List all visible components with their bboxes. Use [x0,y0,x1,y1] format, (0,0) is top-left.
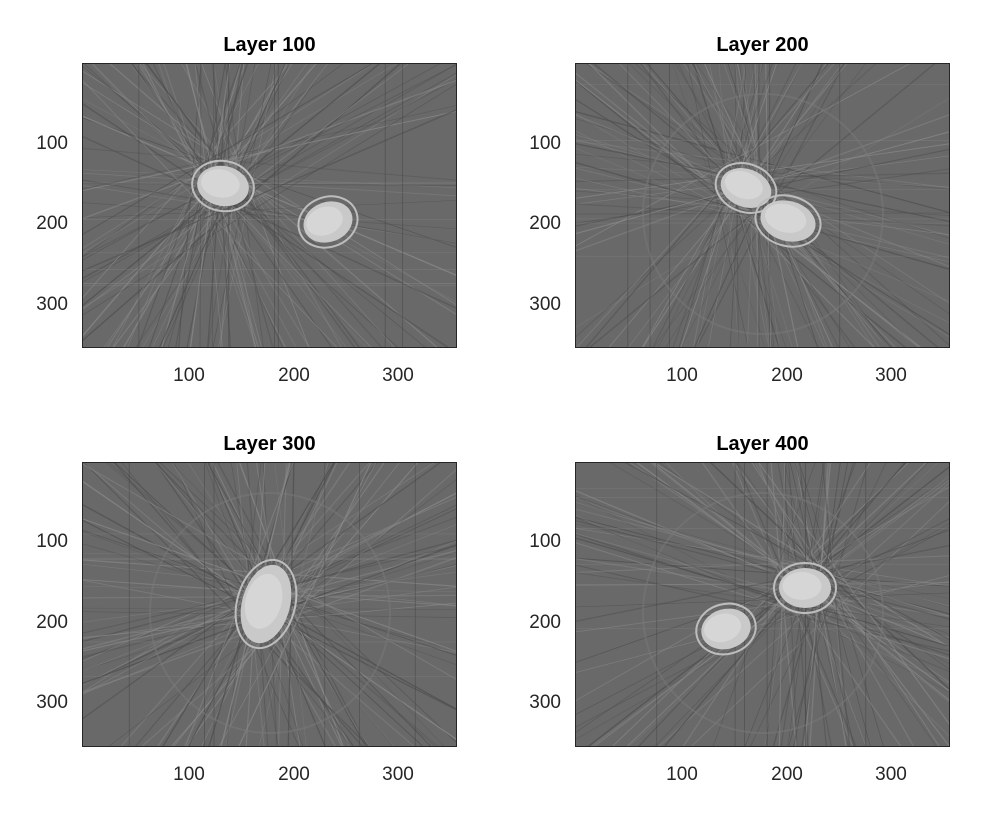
x-tick-label: 100 [173,764,205,785]
ct-slice-image [575,462,950,747]
x-tick-label: 200 [771,365,803,386]
x-tick-label: 300 [382,764,414,785]
y-tick-label: 300 [529,294,561,315]
y-tick-label: 200 [36,213,68,234]
y-tick-label: 300 [529,692,561,713]
x-tick-label: 100 [666,764,698,785]
y-tick-label: 100 [529,531,561,552]
ct-slice-image [82,462,457,747]
panel-title: Layer 100 [223,34,316,56]
y-tick-label: 300 [36,692,68,713]
x-tick-label: 200 [771,764,803,785]
y-tick-label: 200 [529,612,561,633]
y-tick-label: 300 [36,294,68,315]
x-tick-label: 200 [278,365,310,386]
y-tick-label: 200 [529,213,561,234]
panel-title: Layer 400 [716,433,809,455]
panel-title: Layer 200 [716,34,809,56]
x-tick-label: 100 [173,365,205,386]
panel-layer-100: Layer 100 100 200 300 100 200 300 [0,0,500,400]
y-tick-label: 100 [529,133,561,154]
x-tick-label: 300 [875,764,907,785]
y-tick-label: 100 [36,531,68,552]
y-tick-label: 100 [36,133,68,154]
x-tick-label: 300 [875,365,907,386]
ct-slice-image [575,63,950,348]
ct-slice-image [82,63,457,348]
panel-title: Layer 300 [223,433,316,455]
panel-layer-200: Layer 200 100 200 300 100 200 300 [0,0,1000,400]
x-tick-label: 200 [278,764,310,785]
x-tick-label: 100 [666,365,698,386]
x-tick-label: 300 [382,365,414,386]
panel-layer-300: Layer 300 100 200 300 100 200 300 [36,433,457,785]
y-tick-label: 200 [36,612,68,633]
